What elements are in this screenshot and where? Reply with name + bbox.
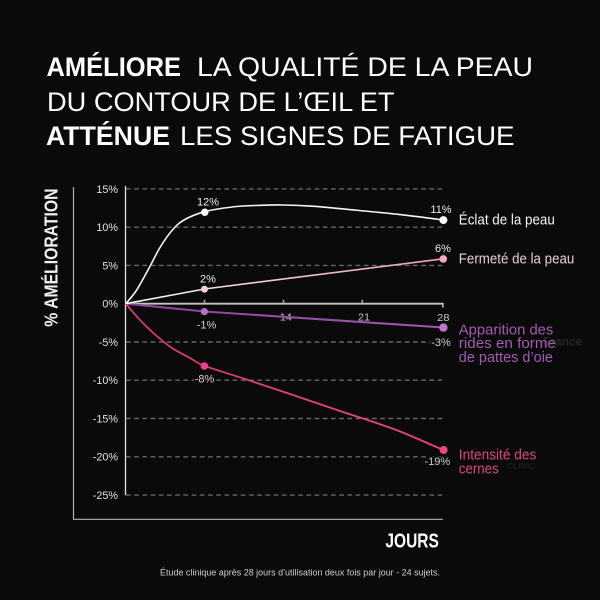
svg-text:rides en forme: rides en forme <box>459 336 556 352</box>
svg-text:-8%: -8% <box>195 373 215 385</box>
svg-text:% AMÉLIORATION: % AMÉLIORATION <box>40 189 61 327</box>
svg-text:LA QUALITÉ DE LA PEAU: LA QUALITÉ DE LA PEAU <box>197 52 533 82</box>
svg-text:12%: 12% <box>197 196 219 208</box>
svg-text:14: 14 <box>280 313 292 324</box>
svg-text:6%: 6% <box>435 243 451 255</box>
svg-text:-1%: -1% <box>197 319 217 331</box>
svg-text:0%: 0% <box>102 299 118 311</box>
svg-text:AMÉLIORE: AMÉLIORE <box>47 52 182 82</box>
svg-text:28: 28 <box>437 313 450 324</box>
svg-text:France: France <box>543 335 583 349</box>
svg-text:-20%: -20% <box>93 452 119 464</box>
svg-text:ATTÉNUE: ATTÉNUE <box>46 121 170 151</box>
svg-text:-3%: -3% <box>431 337 451 349</box>
svg-text:CLINIC: CLINIC <box>507 461 535 471</box>
svg-text:11%: 11% <box>430 204 451 216</box>
svg-text:Étude clinique après 28 jours: Étude clinique après 28 jours d’utilisat… <box>160 568 440 579</box>
svg-text:15%: 15% <box>96 184 118 196</box>
svg-text:Intensité des: Intensité des <box>459 448 537 464</box>
svg-text:de pattes d’oie: de pattes d’oie <box>459 350 553 366</box>
svg-text:-25%: -25% <box>93 490 119 502</box>
svg-text:10%: 10% <box>96 222 118 234</box>
svg-text:21: 21 <box>358 313 370 324</box>
svg-text:-19%: -19% <box>424 456 450 468</box>
svg-text:2%: 2% <box>200 273 216 285</box>
svg-text:5%: 5% <box>102 260 118 272</box>
svg-text:Éclat de la peau: Éclat de la peau <box>459 212 555 229</box>
svg-text:LES SIGNES DE FATIGUE: LES SIGNES DE FATIGUE <box>180 121 515 151</box>
svg-text:Apparition des: Apparition des <box>459 323 554 339</box>
svg-text:cernes: cernes <box>459 462 499 478</box>
svg-text:-10%: -10% <box>93 375 119 387</box>
svg-text:-5%: -5% <box>99 337 119 349</box>
svg-text:-15%: -15% <box>93 413 119 425</box>
svg-text:DU CONTOUR DE L’ŒIL ET: DU CONTOUR DE L’ŒIL ET <box>47 87 395 117</box>
svg-text:JOURS: JOURS <box>385 531 438 553</box>
svg-text:Fermeté de la peau: Fermeté de la peau <box>459 252 575 268</box>
